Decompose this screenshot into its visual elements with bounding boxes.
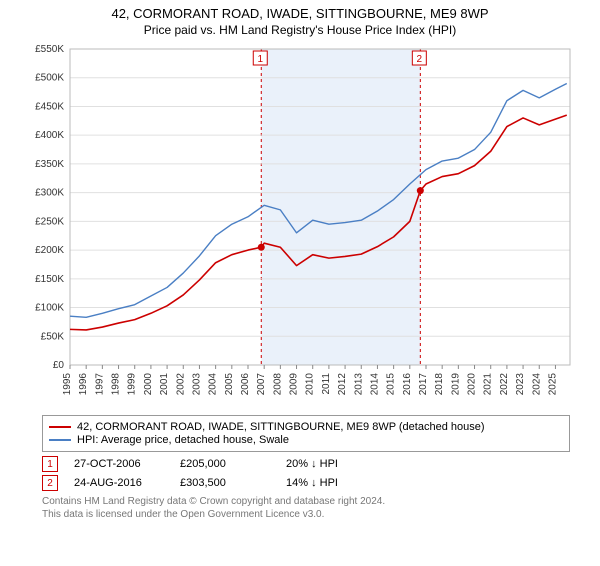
svg-text:2022: 2022 [499,373,510,396]
chart-area: £0 £50K £100K £150K £200K £250K £300K £350K £400… [20,41,580,411]
svg-text:2021: 2021 [483,373,494,396]
svg-text:1996: 1996 [78,373,89,396]
chart-svg: £0 £50K £100K £150K £200K £250K £300K £350K £400… [20,41,580,411]
legend-row: HPI: Average price, detached house, Swal… [49,434,563,446]
footnote: Contains HM Land Registry data © Crown c… [42,495,570,521]
sale-price: £303,500 [180,477,270,489]
svg-text:2024: 2024 [531,373,542,396]
sale-delta: 14% ↓ HPI [286,477,376,489]
svg-text:2003: 2003 [191,373,202,396]
svg-text:£200K: £200K [35,245,64,256]
svg-text:2000: 2000 [143,373,154,396]
svg-text:2011: 2011 [321,373,332,395]
svg-text:2004: 2004 [208,373,219,396]
svg-text:2012: 2012 [337,373,348,396]
chart-subtitle: Price paid vs. HM Land Registry's House … [0,23,600,37]
svg-text:1998: 1998 [111,373,122,396]
sale-marker: 1 [42,456,58,472]
footnote-line: This data is licensed under the Open Gov… [42,508,570,521]
sale-delta: 20% ↓ HPI [286,458,376,470]
svg-text:2020: 2020 [467,373,478,396]
svg-text:2010: 2010 [305,373,316,396]
chart-title: 42, CORMORANT ROAD, IWADE, SITTINGBOURNE… [0,6,600,21]
svg-text:£50K: £50K [41,331,65,342]
legend-label: 42, CORMORANT ROAD, IWADE, SITTINGBOURNE… [77,421,485,433]
legend: 42, CORMORANT ROAD, IWADE, SITTINGBOURNE… [42,415,570,452]
svg-text:2002: 2002 [175,373,186,396]
svg-text:2025: 2025 [547,373,558,396]
svg-text:2014: 2014 [369,373,380,396]
svg-text:2006: 2006 [240,373,251,396]
svg-text:£100K: £100K [35,303,64,314]
svg-text:2005: 2005 [224,373,235,396]
sale-row: 2 24-AUG-2016 £303,500 14% ↓ HPI [42,475,570,491]
footnote-line: Contains HM Land Registry data © Crown c… [42,495,570,508]
svg-text:2008: 2008 [272,373,283,396]
legend-swatch [49,426,71,428]
svg-text:£400K: £400K [35,130,64,141]
svg-text:2023: 2023 [515,373,526,396]
svg-text:2007: 2007 [256,373,267,396]
svg-text:2017: 2017 [418,373,429,396]
svg-text:2019: 2019 [450,373,461,396]
svg-text:2001: 2001 [159,373,170,396]
svg-text:1997: 1997 [94,373,105,396]
svg-text:2016: 2016 [402,373,413,396]
svg-text:£0: £0 [53,360,65,371]
svg-text:2009: 2009 [289,373,300,396]
svg-text:£300K: £300K [35,188,64,199]
legend-label: HPI: Average price, detached house, Swal… [77,434,289,446]
legend-swatch [49,439,71,441]
svg-text:£450K: £450K [35,101,64,112]
svg-text:1995: 1995 [62,373,73,396]
sales-table: 1 27-OCT-2006 £205,000 20% ↓ HPI 2 24-AUG-201… [42,456,570,491]
svg-text:£150K: £150K [35,274,64,285]
svg-text:£350K: £350K [35,159,64,170]
svg-text:1: 1 [257,54,263,65]
sale-date: 27-OCT-2006 [74,458,164,470]
svg-text:£550K: £550K [35,44,64,55]
sale-row: 1 27-OCT-2006 £205,000 20% ↓ HPI [42,456,570,472]
sale-price: £205,000 [180,458,270,470]
svg-text:2: 2 [417,54,423,65]
svg-text:1999: 1999 [127,373,138,396]
svg-text:2013: 2013 [353,373,364,396]
legend-row: 42, CORMORANT ROAD, IWADE, SITTINGBOURNE… [49,421,563,433]
sale-marker: 2 [42,475,58,491]
svg-text:£500K: £500K [35,73,64,84]
svg-text:2015: 2015 [386,373,397,396]
svg-text:2018: 2018 [434,373,445,396]
sale-date: 24-AUG-2016 [74,477,164,489]
svg-text:£250K: £250K [35,216,64,227]
